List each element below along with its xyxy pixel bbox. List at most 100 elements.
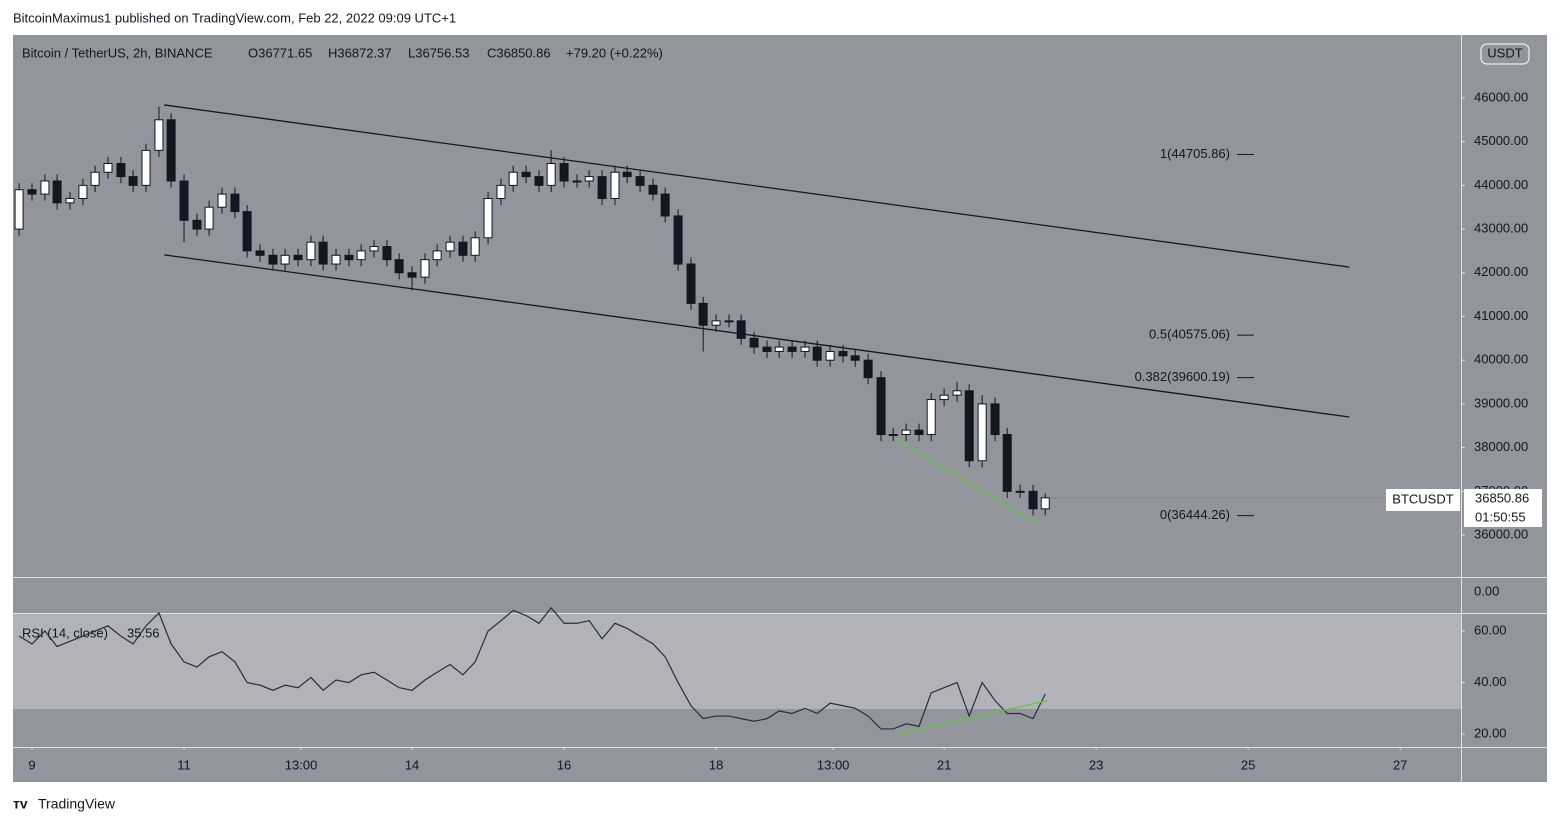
candle-body xyxy=(483,197,493,239)
y-tick-label: 43000.00 xyxy=(1474,221,1528,236)
change: +79.20 (+0.22%) xyxy=(566,45,663,60)
symbol-title: Bitcoin / TetherUS, 2h, BINANCE xyxy=(22,45,213,60)
x-tick-label: 9 xyxy=(28,757,35,772)
candle-body xyxy=(344,254,354,261)
candle-body xyxy=(546,163,556,186)
candle-body xyxy=(496,184,506,199)
price-tag-value: 36850.86 xyxy=(1475,490,1529,505)
candle-body xyxy=(382,246,392,261)
candle-body xyxy=(280,254,290,265)
candle-body xyxy=(597,176,607,199)
candle-body xyxy=(610,171,620,199)
candle-body xyxy=(698,302,708,326)
currency-badge[interactable] xyxy=(1480,43,1530,65)
candle-body xyxy=(1028,490,1038,510)
candle-body xyxy=(356,250,366,261)
rsi-line xyxy=(18,606,1046,730)
rsi-band xyxy=(13,614,1461,709)
ohlc: C36850.86 xyxy=(487,45,551,60)
candle-body xyxy=(648,184,658,195)
candle-body xyxy=(572,180,582,183)
rsi-tick-label: 20.00 xyxy=(1474,726,1507,741)
candle-body xyxy=(27,189,37,195)
candle-body xyxy=(838,350,848,357)
ohlc: H36872.37 xyxy=(328,45,392,60)
x-tick-label: 13:00 xyxy=(817,757,850,772)
candle-body xyxy=(787,346,797,352)
candle-body xyxy=(876,377,886,436)
symbol-tag-text: BTCUSDT xyxy=(1392,491,1453,506)
candle-body xyxy=(622,171,632,178)
footer-brand: TradingView xyxy=(38,796,116,812)
y-tick-label: 41000.00 xyxy=(1474,308,1528,323)
candle-body xyxy=(724,320,734,323)
x-tick-label: 16 xyxy=(557,757,571,772)
candle-body xyxy=(673,215,683,265)
price-tag xyxy=(1464,489,1542,527)
candle-body xyxy=(394,259,404,274)
candle-body xyxy=(179,180,189,221)
candle-body xyxy=(103,163,113,173)
fib-label: 0(36444.26) xyxy=(1160,507,1230,522)
candle-body xyxy=(369,246,379,252)
candle-body xyxy=(293,254,303,261)
candle-body xyxy=(90,171,100,186)
candle-body xyxy=(800,346,810,352)
candle-body xyxy=(331,254,341,265)
candle-body xyxy=(749,337,759,348)
y-tick-label: 42000.00 xyxy=(1474,264,1528,279)
candle-body xyxy=(306,241,316,261)
candle-body xyxy=(65,197,75,204)
candle-body xyxy=(559,163,569,182)
ohlc: O36771.65 xyxy=(248,45,312,60)
symbol-tag xyxy=(1386,489,1460,511)
candle-body xyxy=(14,189,24,230)
candle-body xyxy=(154,119,164,151)
x-tick-label: 13:00 xyxy=(285,757,318,772)
candle-body xyxy=(521,171,531,178)
candle-body xyxy=(977,403,987,462)
candle-body xyxy=(255,250,265,256)
candle-body xyxy=(192,219,202,230)
candle-body xyxy=(939,394,949,401)
candle-body xyxy=(141,149,151,186)
y-tick-label: 45000.00 xyxy=(1474,133,1528,148)
candle-body xyxy=(635,176,645,186)
x-tick-label: 18 xyxy=(709,757,723,772)
candle-body xyxy=(926,399,936,436)
x-tick-label: 14 xyxy=(405,757,419,772)
candle-body xyxy=(40,180,50,195)
trendline xyxy=(164,254,1350,418)
fib-label: 0.5(40575.06) xyxy=(1149,327,1230,342)
rsi-name: RSI (14, close) xyxy=(22,625,108,640)
candle-body xyxy=(888,434,898,437)
candle-body xyxy=(420,259,430,278)
candle-body xyxy=(242,211,252,252)
candle-body xyxy=(686,263,696,304)
candle-body xyxy=(78,184,88,199)
candle-body xyxy=(990,403,1000,436)
byline: BitcoinMaximus1 published on TradingView… xyxy=(13,10,456,25)
candle-body xyxy=(850,355,860,361)
y-tick-label: 46000.00 xyxy=(1474,89,1528,104)
candle-body xyxy=(762,346,772,352)
x-tick-label: 21 xyxy=(937,757,951,772)
candle-body xyxy=(825,350,835,361)
x-tick-label: 27 xyxy=(1393,757,1407,772)
rsi-tick-label: 60.00 xyxy=(1474,622,1507,637)
y-tick-label: 36000.00 xyxy=(1474,526,1528,541)
candle-body xyxy=(1002,434,1012,492)
y-tick-label: 40000.00 xyxy=(1474,352,1528,367)
rsi-trendline xyxy=(896,699,1048,735)
y-tick-label: 39000.00 xyxy=(1474,395,1528,410)
candle-body xyxy=(128,176,138,186)
candle-body xyxy=(812,346,822,361)
trendline xyxy=(164,104,1350,268)
candle-body xyxy=(1040,497,1050,510)
x-tick-label: 23 xyxy=(1089,757,1103,772)
candle-body xyxy=(534,176,544,186)
candle-body xyxy=(736,320,746,339)
countdown: 01:50:55 xyxy=(1475,509,1526,524)
candle-body xyxy=(711,320,721,326)
